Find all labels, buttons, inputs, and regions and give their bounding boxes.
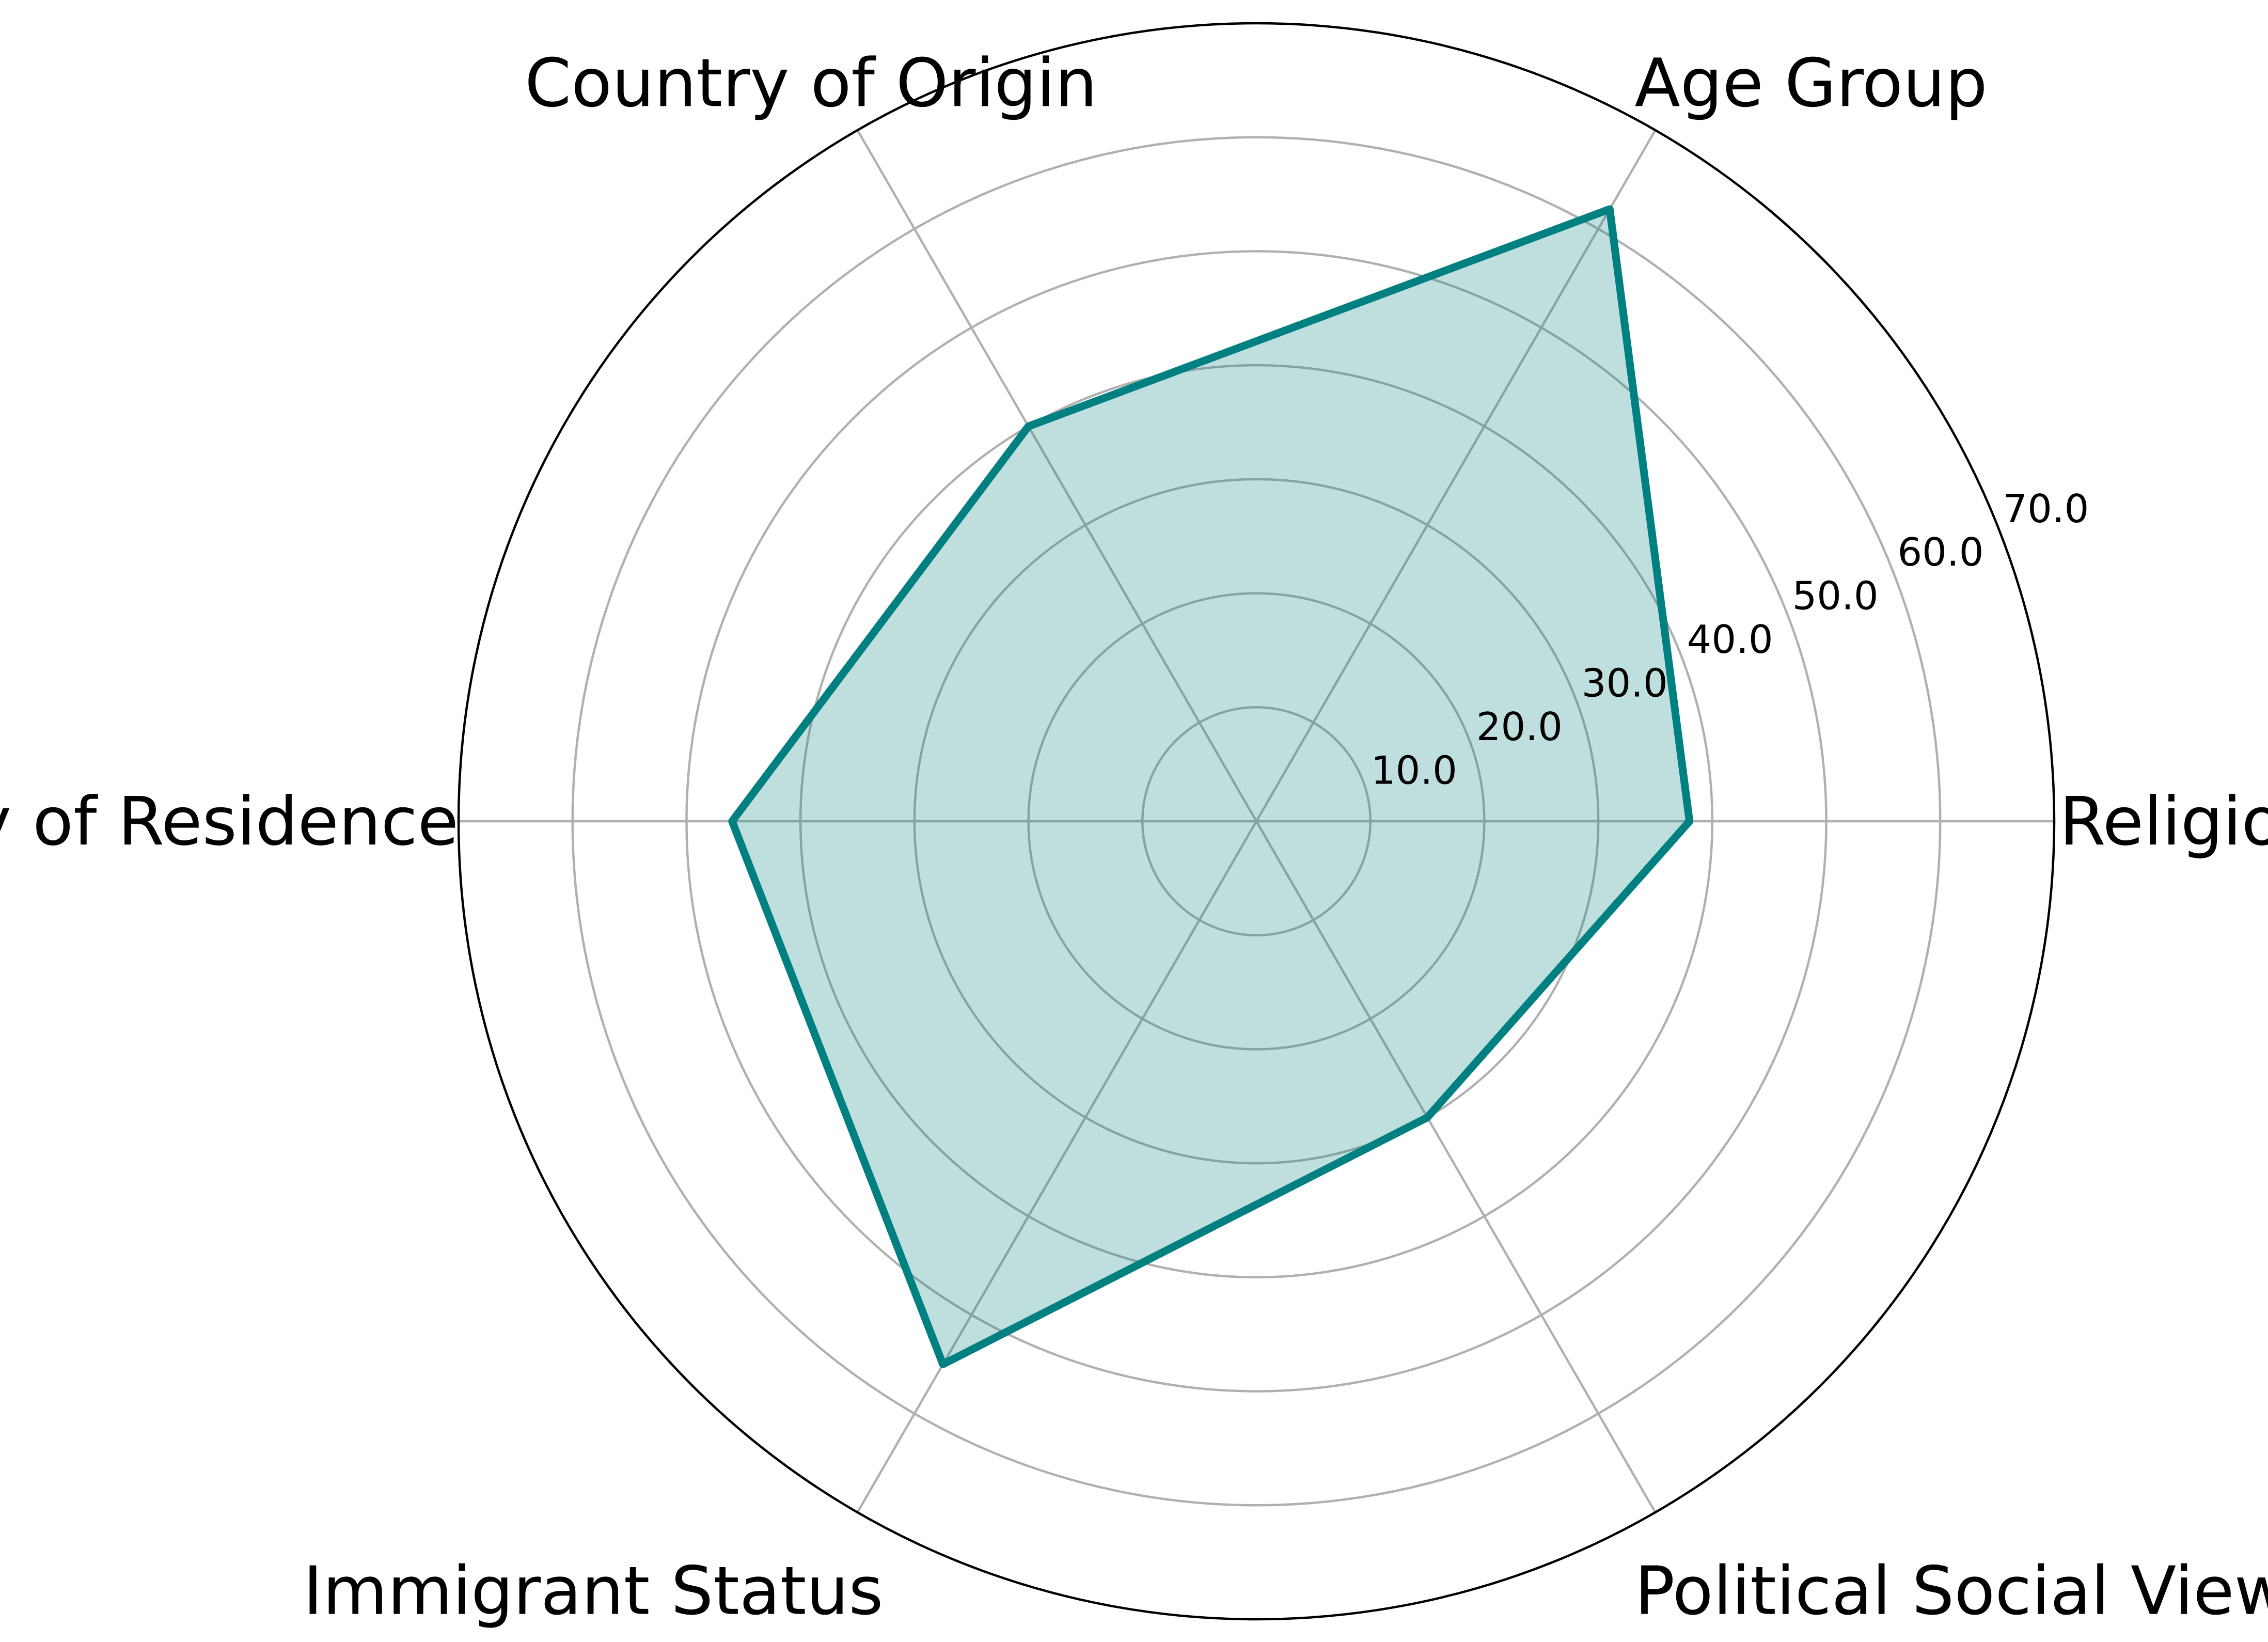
category-label-political-social-views: Political Social Views — [1635, 1553, 2268, 1630]
category-label-country-of-origin: Country of Origin — [525, 44, 1097, 122]
category-label-immigrant-status: Immigrant Status — [303, 1553, 884, 1630]
spoke-6 — [1255, 820, 1657, 1513]
data-point-2 — [1609, 208, 1611, 210]
series-area-1 — [732, 209, 1690, 1365]
grid-layer — [459, 129, 2054, 1513]
data-point-1 — [1689, 821, 1690, 822]
radial-tick-label: 20.0 — [1476, 704, 1563, 749]
data-point-3 — [1028, 426, 1029, 427]
outer-ring — [457, 22, 2056, 1621]
radial-tick-label: 40.0 — [1687, 617, 1773, 662]
outer-layer — [457, 22, 2056, 1621]
radial-tick-label: 30.0 — [1582, 661, 1668, 706]
data-point-4 — [731, 821, 733, 822]
spoke-3 — [856, 129, 1257, 822]
series-layer — [728, 205, 1694, 1368]
radial-tick-label: 70.0 — [2003, 486, 2089, 531]
radial-tick-label: 60.0 — [1897, 529, 1983, 575]
data-point-5 — [942, 1364, 944, 1365]
label-layer: 10.0 20.0 30.0 40.0 50.0 60.0 70.0 Religion Age … — [0, 44, 2268, 1630]
spoke-2 — [1255, 129, 1657, 822]
category-label-religion: Religion — [2059, 783, 2268, 861]
radial-tick-label: 10.0 — [1371, 748, 1457, 793]
category-label-country-of-residence: Country of Residence — [0, 783, 459, 861]
spoke-5 — [856, 820, 1257, 1513]
radial-tick-label: 50.0 — [1792, 573, 1879, 619]
data-point-6 — [1427, 1117, 1428, 1118]
category-label-age-group: Age Group — [1635, 44, 1988, 122]
